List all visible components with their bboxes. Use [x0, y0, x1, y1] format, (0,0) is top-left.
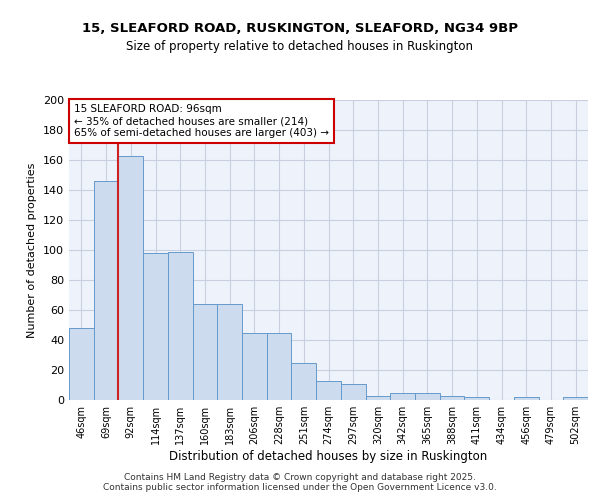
Bar: [563, 397, 588, 400]
Text: Contains HM Land Registry data © Crown copyright and database right 2025.
Contai: Contains HM Land Registry data © Crown c…: [103, 473, 497, 492]
Bar: [118, 156, 143, 400]
Bar: [341, 384, 365, 400]
Bar: [168, 252, 193, 400]
Bar: [242, 332, 267, 400]
Text: 15, SLEAFORD ROAD, RUSKINGTON, SLEAFORD, NG34 9BP: 15, SLEAFORD ROAD, RUSKINGTON, SLEAFORD,…: [82, 22, 518, 36]
Text: Size of property relative to detached houses in Ruskington: Size of property relative to detached ho…: [127, 40, 473, 53]
Bar: [267, 332, 292, 400]
Bar: [217, 304, 242, 400]
Bar: [415, 392, 440, 400]
Bar: [69, 328, 94, 400]
X-axis label: Distribution of detached houses by size in Ruskington: Distribution of detached houses by size …: [169, 450, 488, 463]
Bar: [390, 392, 415, 400]
Bar: [193, 304, 217, 400]
Bar: [464, 397, 489, 400]
Bar: [440, 396, 464, 400]
Text: 15 SLEAFORD ROAD: 96sqm
← 35% of detached houses are smaller (214)
65% of semi-d: 15 SLEAFORD ROAD: 96sqm ← 35% of detache…: [74, 104, 329, 138]
Bar: [316, 380, 341, 400]
Bar: [365, 396, 390, 400]
Bar: [292, 362, 316, 400]
Bar: [94, 181, 118, 400]
Bar: [514, 397, 539, 400]
Y-axis label: Number of detached properties: Number of detached properties: [28, 162, 37, 338]
Bar: [143, 253, 168, 400]
